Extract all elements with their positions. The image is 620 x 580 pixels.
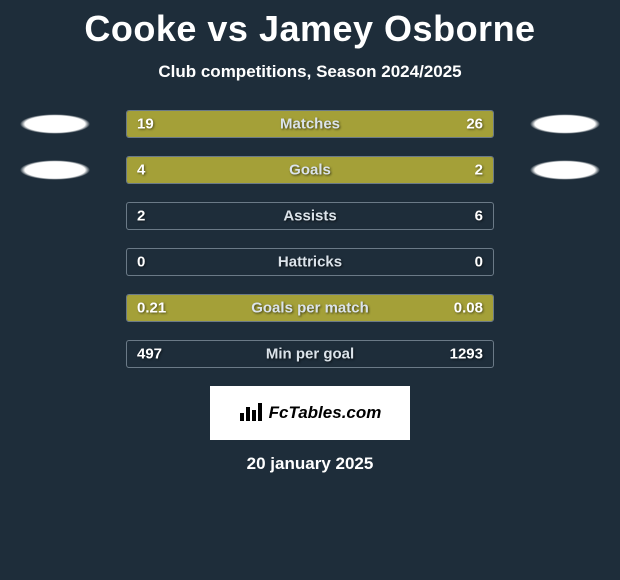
value-right: 0.08 (454, 300, 483, 317)
bar-container: 497 1293 Min per goal (126, 340, 494, 368)
bar-left (127, 157, 369, 183)
stat-row: 2 6 Assists (0, 202, 620, 230)
bar-container: 2 6 Assists (126, 202, 494, 230)
stat-row: 19 26 Matches (0, 110, 620, 138)
player-photo-right (510, 248, 620, 276)
value-right: 26 (466, 116, 483, 133)
bar-container: 0 0 Hattricks (126, 248, 494, 276)
bar-container: 4 2 Goals (126, 156, 494, 184)
value-right: 6 (475, 208, 483, 225)
player-photo-left (0, 110, 110, 138)
player-photo-right (510, 340, 620, 368)
stat-row: 0.21 0.08 Goals per match (0, 294, 620, 322)
player-photo-left (0, 248, 110, 276)
stat-row: 0 0 Hattricks (0, 248, 620, 276)
value-right: 0 (475, 254, 483, 271)
player-photo-right (510, 294, 620, 322)
stats-container: 1926Matches42Goals26Assists00Hattricks0.… (0, 110, 620, 368)
player-photo-right (510, 202, 620, 230)
logo-text: FcTables.com (269, 403, 382, 423)
value-left: 497 (137, 346, 162, 363)
player-photo-left (0, 202, 110, 230)
player-photo-left (0, 294, 110, 322)
stat-label: Min per goal (266, 346, 354, 363)
bar-chart-icon (239, 401, 263, 426)
value-left: 0 (137, 254, 145, 271)
value-right: 2 (475, 162, 483, 179)
stat-label: Assists (283, 208, 336, 225)
date-text: 20 january 2025 (0, 454, 620, 474)
player-photo-left (0, 340, 110, 368)
stat-row: 497 1293 Min per goal (0, 340, 620, 368)
player-photo-left (0, 156, 110, 184)
page-title: Cooke vs Jamey Osborne (0, 0, 620, 50)
stat-label: Goals (289, 162, 331, 179)
value-left: 0.21 (137, 300, 166, 317)
stat-label: Matches (280, 116, 340, 133)
value-left: 19 (137, 116, 154, 133)
bar-container: 0.21 0.08 Goals per match (126, 294, 494, 322)
stat-label: Hattricks (278, 254, 342, 271)
bar-container: 19 26 Matches (126, 110, 494, 138)
value-left: 2 (137, 208, 145, 225)
player-photo-right (510, 156, 620, 184)
subtitle: Club competitions, Season 2024/2025 (0, 62, 620, 82)
logo-box: FcTables.com (210, 386, 410, 440)
value-right: 1293 (450, 346, 483, 363)
stat-label: Goals per match (251, 300, 369, 317)
value-left: 4 (137, 162, 145, 179)
stat-row: 4 2 Goals (0, 156, 620, 184)
player-photo-right (510, 110, 620, 138)
